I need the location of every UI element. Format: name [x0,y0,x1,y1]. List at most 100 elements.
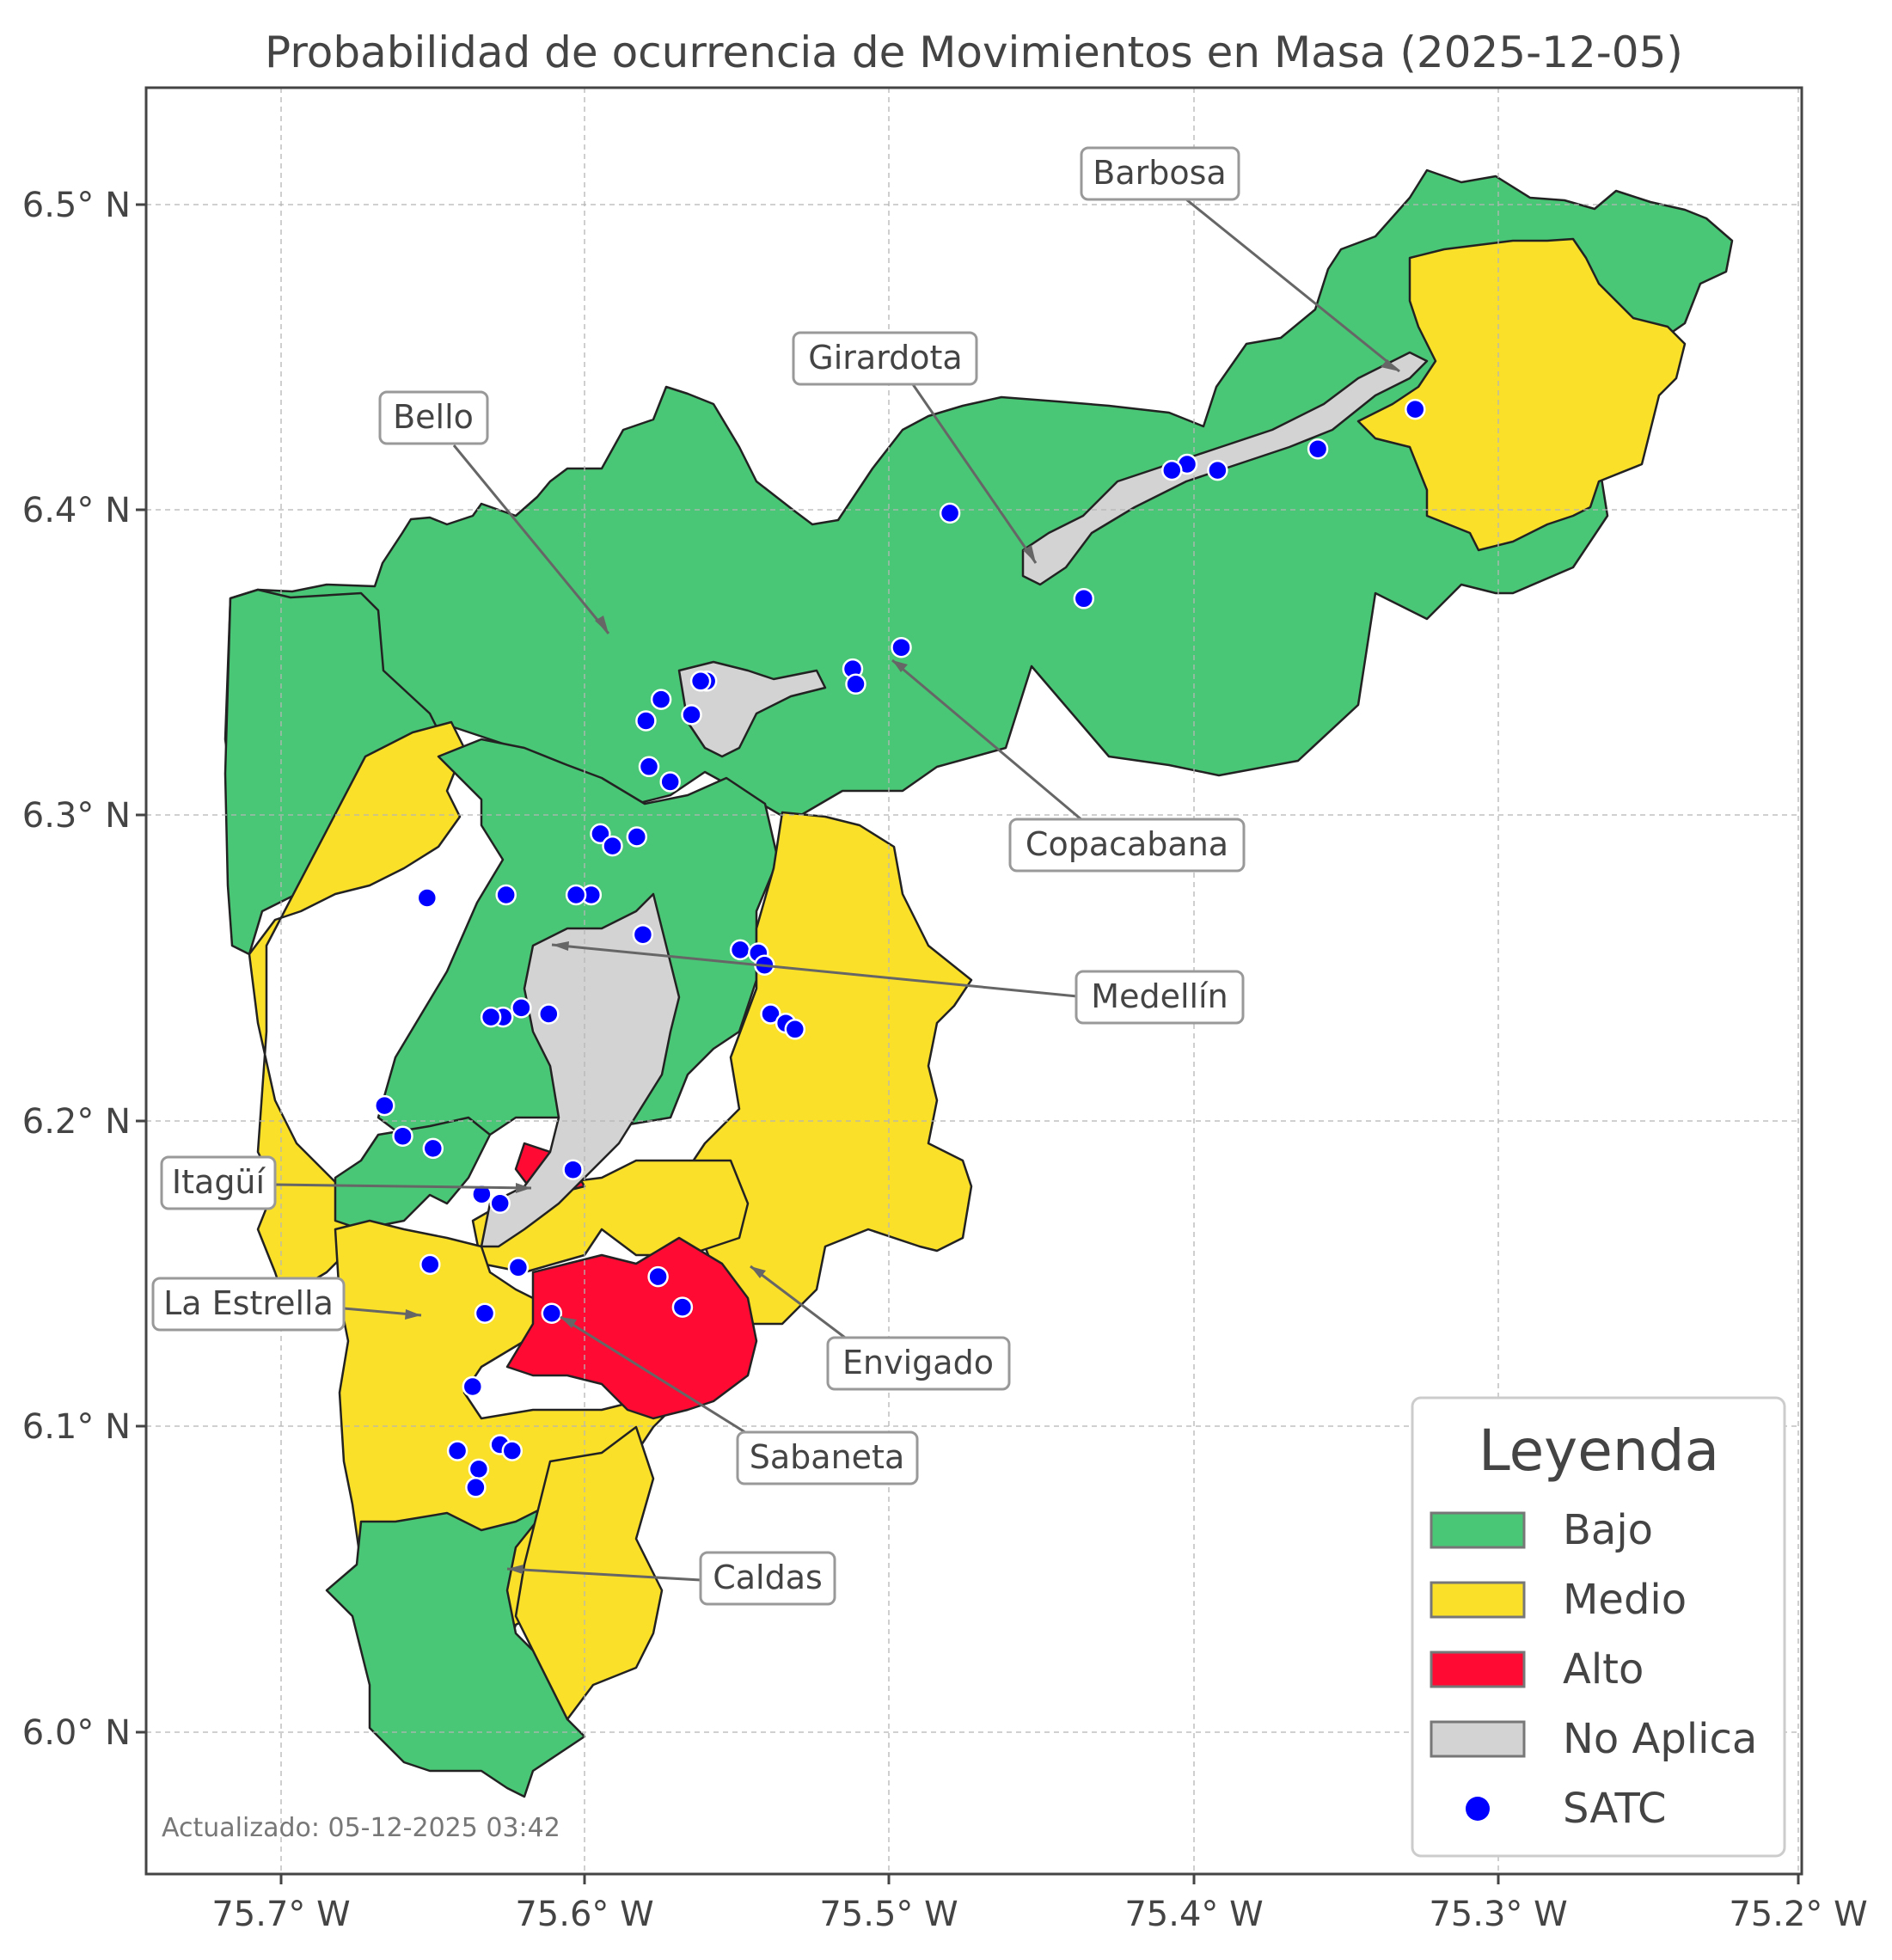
label-box-barbosa [1080,146,1240,201]
region-no-aplica-urban [480,892,681,1248]
label-box-medellin [1075,970,1245,1025]
satc-station-marker[interactable] [480,1006,502,1028]
satc-station-marker[interactable] [416,887,438,909]
satc-station-marker[interactable] [729,939,751,961]
label-text-copacabana: Copacabana [1026,825,1228,863]
satc-station-marker[interactable] [689,671,712,692]
satc-station-marker[interactable] [541,1302,563,1324]
label-box-bello [378,390,489,445]
satc-station-marker[interactable] [760,1003,781,1025]
axes-frame [144,86,1803,1876]
satc-station-marker[interactable] [392,1125,413,1147]
label-caldas: Caldas [699,1551,836,1606]
label-laestrella: La Estrella [151,1277,346,1332]
satc-station-marker[interactable] [1307,438,1329,460]
arrowhead-itagui [516,1183,531,1193]
y-axis-labels: 6.5° N 6.4° N 6.3° N 6.2° N 6.1° N 6.0° … [22,186,131,1753]
arrowhead-envigado [750,1266,766,1278]
satc-station-marker[interactable] [374,1094,395,1117]
region-bajo-north [223,168,1734,879]
legend-label-bajo: Bajo [1563,1506,1653,1554]
satc-station-marker[interactable] [602,835,623,857]
x-tick-label: 75.7° W [211,1895,350,1934]
legend-label-medio: Medio [1563,1576,1687,1624]
satc-station-marker[interactable] [471,1183,493,1205]
satc-station-marker[interactable] [501,1440,524,1461]
legend-label-satc: SATC [1563,1785,1667,1833]
label-box-sabaneta [736,1430,919,1485]
satc-station-marker[interactable] [1073,588,1095,609]
legend-item-medio: Medio [1430,1576,1687,1624]
legend-label-alto: Alto [1563,1645,1644,1694]
satc-station-marker[interactable] [1161,459,1183,481]
arrow-bello [452,444,610,634]
satc-station-marker[interactable] [635,710,657,732]
arrowhead-barbosa [1381,359,1399,371]
x-tick-label: 75.6° W [515,1895,653,1934]
y-tick-label: 6.0° N [22,1713,131,1753]
label-barbosa: Barbosa [1080,146,1240,201]
satc-station-marker[interactable] [638,756,660,778]
region-layer [223,168,1734,1798]
region-medio-barbosa [1356,237,1687,552]
label-itagui: Itagüí [160,1155,277,1210]
y-tick-label: 6.4° N [22,491,131,530]
satc-station-marker[interactable] [462,1375,484,1398]
satc-station-marker[interactable] [446,1440,468,1461]
x-tick-label: 75.5° W [819,1895,958,1934]
legend-swatch-medio [1430,1581,1526,1619]
y-tick-label: 6.1° N [22,1407,131,1447]
satc-station-marker[interactable] [939,502,961,524]
region-alto [505,1236,758,1420]
satc-station-marker[interactable] [671,1296,694,1318]
x-tick-label: 75.3° W [1429,1895,1567,1934]
satc-station-marker[interactable] [784,1019,806,1040]
satc-station-marker[interactable] [647,1265,669,1288]
x-tick-label: 75.2° W [1729,1895,1867,1934]
satc-station-marker[interactable] [681,704,702,726]
updated-timestamp: Actualizado: 05-12-2025 03:42 [162,1813,560,1843]
tick-marks [136,203,1800,1884]
legend-title: Leyenda [1479,1418,1719,1484]
label-box-itagui [160,1155,277,1210]
satc-station-marker[interactable] [465,1477,487,1498]
satc-station-marker[interactable] [495,884,517,906]
satc-station-marker[interactable] [659,771,681,793]
label-box-caldas [699,1551,836,1606]
satc-station-marker[interactable] [632,923,654,946]
label-medellin: Medellín [1075,970,1245,1025]
satc-station-marker[interactable] [1405,398,1426,420]
satc-station-marker[interactable] [891,636,912,658]
label-text-caldas: Caldas [713,1559,823,1596]
satc-station-marker[interactable] [538,1003,560,1025]
region-medio-west [248,720,466,1300]
arrowhead-bello [595,616,609,634]
label-text-medellin: Medellín [1091,977,1228,1015]
arrow-envigado [750,1265,856,1347]
legend-item-bajo: Bajo [1430,1506,1653,1554]
satc-station-marker[interactable] [1207,459,1228,481]
satc-station-marker[interactable] [511,997,532,1019]
satc-station-marker[interactable] [565,884,587,906]
legend-item-alto: Alto [1430,1645,1644,1694]
label-copacabana: Copacabana [1008,818,1246,873]
satc-station-marker[interactable] [422,1137,444,1160]
satc-station-marker[interactable] [468,1458,490,1480]
satc-station-marker[interactable] [507,1257,530,1278]
arrowhead-medellin [552,941,569,951]
satc-station-marker[interactable] [650,689,672,710]
satc-station-marker[interactable] [845,673,866,695]
legend-item-no-aplica: No Aplica [1430,1715,1757,1763]
satc-station-marker[interactable] [474,1302,496,1324]
satc-station-marker[interactable] [419,1253,441,1276]
satc-station-marker[interactable] [626,826,648,848]
arrow-medellin [551,943,1078,998]
label-box-envigado [826,1336,1011,1391]
label-text-bello: Bello [393,398,474,436]
arrow-caldas [506,1567,701,1582]
label-sabaneta: Sabaneta [736,1430,919,1485]
satc-station-marker[interactable] [489,1192,511,1215]
satc-station-marker[interactable] [562,1159,584,1180]
x-tick-label: 75.4° W [1124,1895,1263,1934]
label-text-barbosa: Barbosa [1093,154,1226,192]
